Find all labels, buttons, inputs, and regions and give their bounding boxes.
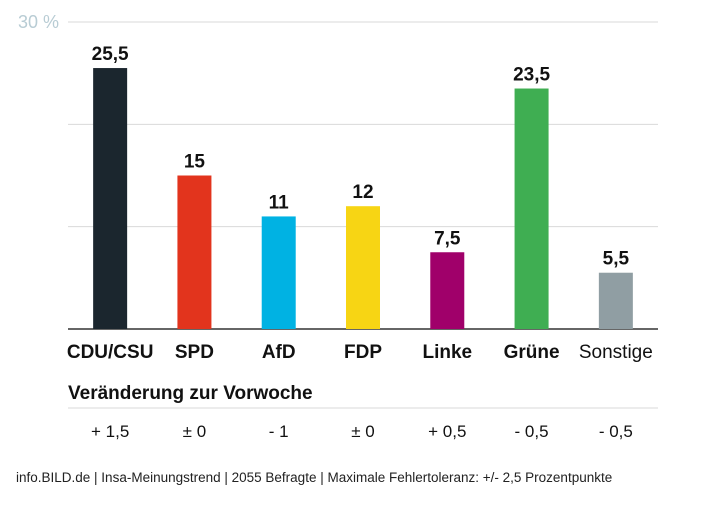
- bar: [430, 252, 465, 329]
- change-heading: Veränderung zur Vorwoche: [68, 383, 313, 404]
- category-label: Grüne: [504, 342, 560, 363]
- bar: [177, 175, 212, 329]
- change-value: - 0,5: [515, 422, 549, 441]
- category-label: AfD: [262, 342, 296, 363]
- bar: [346, 206, 380, 329]
- value-label: 15: [184, 152, 206, 173]
- change-value: ± 0: [351, 422, 375, 441]
- value-labels: 25,5 15 11 12 7,5 23,5 5,5: [92, 44, 630, 270]
- change-value: ± 0: [183, 422, 207, 441]
- y-tick-label: 30 %: [18, 12, 59, 32]
- value-label: 7,5: [434, 228, 461, 249]
- category-label: Linke: [422, 342, 472, 363]
- value-label: 25,5: [92, 44, 129, 65]
- gridlines: 30 %: [18, 12, 658, 330]
- change-value: - 0,5: [599, 422, 633, 441]
- category-label: CDU/CSU: [67, 342, 154, 363]
- source-footer: info.BILD.de | Insa-Meinungstrend | 2055…: [16, 470, 612, 485]
- value-label: 5,5: [603, 249, 630, 270]
- change-value: - 1: [269, 422, 289, 441]
- bar: [261, 216, 296, 329]
- change-value: + 0,5: [428, 422, 466, 441]
- category-label: FDP: [344, 342, 382, 363]
- bars: [93, 68, 633, 330]
- value-label: 11: [269, 192, 290, 213]
- bar: [93, 68, 128, 330]
- category-label: SPD: [175, 342, 214, 363]
- value-label: 12: [352, 182, 373, 203]
- bar: [514, 88, 549, 330]
- change-section: Veränderung zur Vorwoche: [68, 383, 658, 409]
- bar: [598, 272, 633, 329]
- value-label: 23,5: [513, 65, 550, 86]
- change-values: + 1,5 ± 0 - 1 ± 0 + 0,5 - 0,5 - 0,5: [91, 422, 633, 441]
- category-label: Sonstige: [579, 342, 653, 363]
- category-labels: CDU/CSU SPD AfD FDP Linke Grüne Sonstige: [67, 342, 653, 363]
- change-value: + 1,5: [91, 422, 129, 441]
